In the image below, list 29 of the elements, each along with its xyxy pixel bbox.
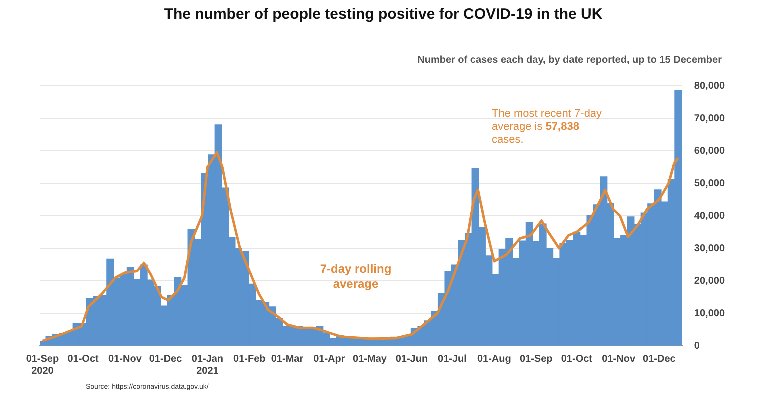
x-tick-label: 01-Sep 2020 (26, 354, 60, 377)
y-tick-label: 30,000 (694, 243, 726, 254)
x-tick-label: 01-Oct (68, 354, 100, 365)
y-tick-label: 40,000 (694, 210, 726, 222)
y-tick-label: 70,000 (694, 113, 726, 124)
x-tick-label: 01-Nov (602, 354, 636, 365)
x-tick-label: 01-Sep (520, 354, 553, 365)
y-tick-label: 0 (694, 340, 700, 352)
y-tick-label: 10,000 (694, 308, 726, 320)
x-tick-label: 01-Nov (108, 354, 142, 365)
y-tick-label: 80,000 (694, 80, 726, 92)
x-tick-label: 01-Dec (643, 354, 676, 365)
x-tick-label: 01-Oct (561, 354, 594, 365)
text: 7-day rolling average (319, 262, 393, 292)
x-tick-label: 01-Feb (234, 354, 266, 365)
x-tick-label: 01-Jul (438, 354, 468, 365)
x-tick-label: 01-Dec (149, 354, 183, 365)
y-tick-label: 20,000 (694, 276, 726, 287)
x-tick-label: 01-Mar (271, 354, 304, 365)
x-tick-label: 01-Apr (314, 354, 346, 365)
x-tick-label: 01-Jun (396, 354, 428, 365)
x-tick-label: 01-Jan 2021 (192, 354, 224, 377)
text: The most recent 7-day average is 57,838 cases. (492, 108, 602, 146)
x-tick-label: 01-May (353, 354, 388, 365)
y-tick-label: 50,000 (694, 178, 726, 190)
chart-title: The number of people testing positive for COVID-19 in the UK (163, 6, 604, 23)
chart-subtitle: Number of cases each day, by date reported, up to 15 December (418, 55, 722, 66)
y-tick-label: 60,000 (694, 146, 726, 157)
x-tick-label: 01-Aug (477, 354, 512, 365)
